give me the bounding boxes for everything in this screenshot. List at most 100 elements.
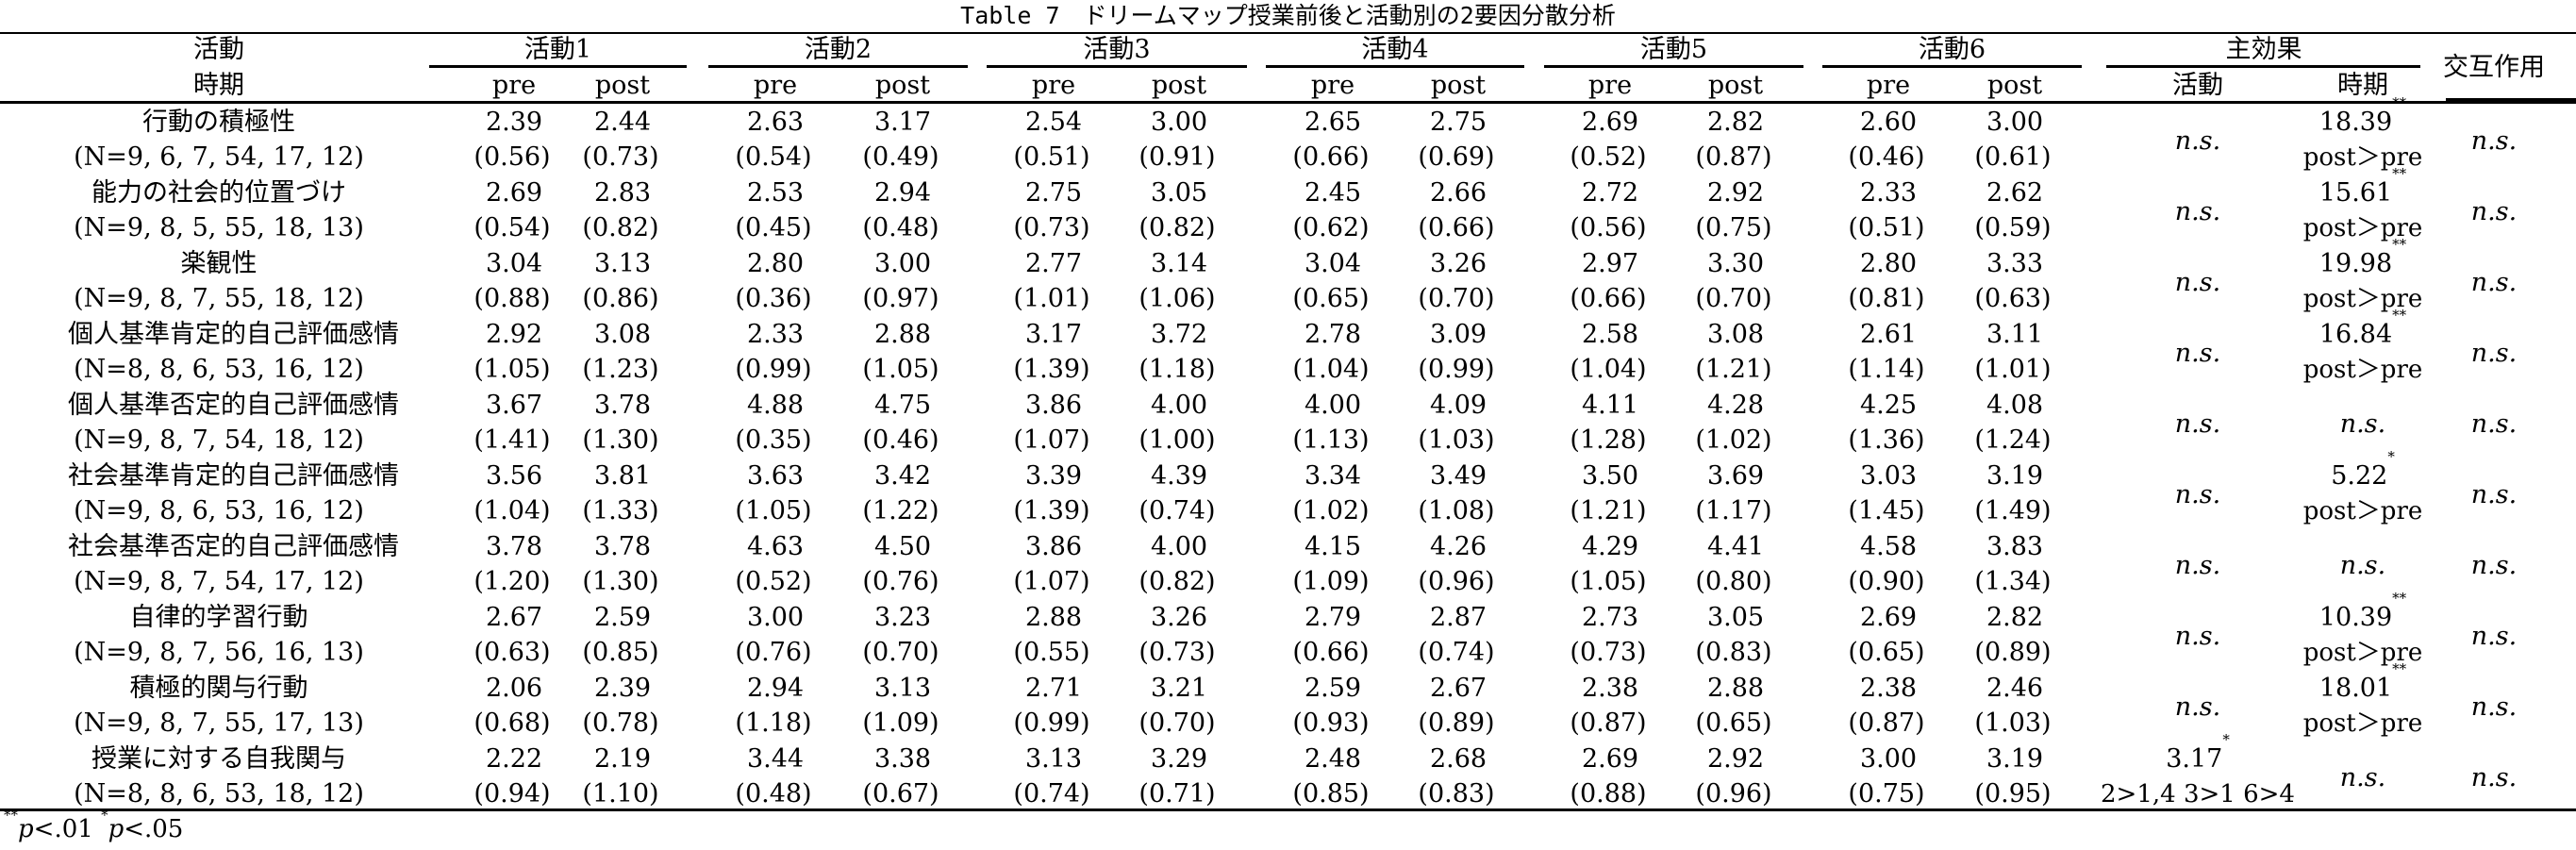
sd-post-5: (0.75) xyxy=(1695,213,1772,242)
sd-pre-5: (0.88) xyxy=(1570,779,1647,808)
interaction-effect: n.s. xyxy=(2470,551,2518,580)
mean-pre-4: 2.65 xyxy=(1304,108,1362,137)
mean-pre-3: 3.39 xyxy=(1024,461,1083,491)
sd-pre-3: (0.99) xyxy=(1013,708,1090,738)
sd-post-5: (1.02) xyxy=(1695,425,1772,455)
sd-pre-4: (0.85) xyxy=(1292,779,1370,808)
sd-pre-3: (0.51) xyxy=(1013,142,1090,172)
sd-post-1: (1.23) xyxy=(582,355,659,384)
mean-pre-3: 3.13 xyxy=(1024,744,1083,774)
mean-pre-1: 3.67 xyxy=(485,391,543,420)
mean-pre-5: 2.73 xyxy=(1581,603,1639,632)
mean-post-5: 2.82 xyxy=(1706,108,1765,137)
main-period-effect: 16.84** xyxy=(2212,308,2514,351)
main-period-effect: 15.61** xyxy=(2212,167,2514,209)
sd-post-6: (1.24) xyxy=(1974,425,2052,455)
mean-pre-4: 2.59 xyxy=(1304,674,1362,703)
main-period-effect: 10.39** xyxy=(2212,592,2514,634)
interaction-effect: n.s. xyxy=(2470,339,2518,368)
mean-post-1: 2.19 xyxy=(593,744,652,774)
sd-pre-1: (0.63) xyxy=(474,638,551,667)
header-period-label: 時期 xyxy=(193,71,244,100)
mean-post-1: 2.59 xyxy=(593,603,652,632)
mean-pre-6: 2.33 xyxy=(1859,178,1918,208)
sd-post-1: (1.30) xyxy=(582,425,659,455)
sd-pre-4: (1.09) xyxy=(1292,567,1370,596)
main-period-effect: n.s. xyxy=(2339,409,2386,439)
sd-post-2: (1.22) xyxy=(862,496,939,525)
mean-pre-1: 3.56 xyxy=(485,461,543,491)
mean-pre-1: 3.78 xyxy=(485,532,543,561)
main-activity-effect: n.s. xyxy=(2174,268,2221,297)
mean-post-3: 3.72 xyxy=(1150,320,1208,349)
mean-post-5: 2.92 xyxy=(1706,744,1765,774)
header-interaction: 交互作用 xyxy=(2443,53,2545,82)
mean-post-4: 2.66 xyxy=(1429,178,1487,208)
row-label: 社会基準否定的自己評価感情 xyxy=(68,532,399,561)
mean-pre-4: 4.15 xyxy=(1304,532,1362,561)
sd-pre-1: (1.41) xyxy=(474,425,551,455)
mean-pre-5: 2.38 xyxy=(1581,674,1639,703)
mean-post-3: 4.39 xyxy=(1150,461,1208,491)
mean-post-3: 3.05 xyxy=(1150,178,1208,208)
row-label: 行動の積極性 xyxy=(142,108,295,137)
sd-post-5: (0.80) xyxy=(1695,567,1772,596)
main-period-effect-note: post＞pre xyxy=(2302,285,2423,313)
sd-post-4: (0.83) xyxy=(1418,779,1495,808)
sd-pre-6: (0.51) xyxy=(1848,213,1925,242)
mean-post-1: 3.08 xyxy=(593,320,652,349)
main-activity-effect: n.s. xyxy=(2174,197,2221,226)
sd-post-1: (1.10) xyxy=(582,779,659,808)
mean-pre-6: 3.03 xyxy=(1859,461,1918,491)
sd-post-3: (0.71) xyxy=(1138,779,1216,808)
mean-pre-3: 3.86 xyxy=(1024,391,1083,420)
sd-post-3: (0.73) xyxy=(1138,638,1216,667)
interaction-effect: n.s. xyxy=(2470,197,2518,226)
header-pre-2: pre xyxy=(753,71,798,100)
mean-post-2: 3.38 xyxy=(873,744,932,774)
rule-activity-5 xyxy=(1544,65,1803,68)
sd-post-3: (0.91) xyxy=(1138,142,1216,172)
sd-pre-6: (0.65) xyxy=(1848,638,1925,667)
sd-post-1: (0.78) xyxy=(582,708,659,738)
mean-post-1: 3.78 xyxy=(593,391,652,420)
sd-pre-5: (0.73) xyxy=(1570,638,1647,667)
mean-post-1: 2.39 xyxy=(593,674,652,703)
mean-pre-1: 2.67 xyxy=(485,603,543,632)
mean-post-6: 3.83 xyxy=(1986,532,2044,561)
mean-pre-4: 3.34 xyxy=(1304,461,1362,491)
interaction-effect: n.s. xyxy=(2470,480,2518,509)
main-activity-effect-value: 3.17 xyxy=(2166,744,2223,774)
sd-pre-5: (0.66) xyxy=(1570,284,1647,313)
mean-pre-2: 2.53 xyxy=(746,178,805,208)
row-n: (N=9, 8, 5, 55, 18, 13) xyxy=(74,213,364,242)
header-main-period: 時期 xyxy=(2337,71,2388,100)
sd-pre-6: (1.36) xyxy=(1848,425,1925,455)
mean-post-2: 3.00 xyxy=(873,249,932,278)
sd-pre-3: (1.39) xyxy=(1013,355,1090,384)
main-period-effect: 18.01** xyxy=(2212,662,2514,705)
mean-post-4: 3.09 xyxy=(1429,320,1487,349)
sd-pre-4: (0.65) xyxy=(1292,284,1370,313)
main-activity-effect: n.s. xyxy=(2174,551,2221,580)
header-pre-1: pre xyxy=(491,71,537,100)
mean-post-4: 4.26 xyxy=(1429,532,1487,561)
sd-pre-4: (0.93) xyxy=(1292,708,1370,738)
mean-pre-1: 2.39 xyxy=(485,108,543,137)
sd-post-4: (0.69) xyxy=(1418,142,1495,172)
sd-pre-6: (0.75) xyxy=(1848,779,1925,808)
interaction-effect: n.s. xyxy=(2470,763,2518,792)
sd-post-2: (0.67) xyxy=(862,779,939,808)
sd-pre-2: (0.76) xyxy=(735,638,812,667)
mean-pre-3: 2.71 xyxy=(1024,674,1083,703)
sd-post-6: (0.89) xyxy=(1974,638,2052,667)
sd-pre-1: (1.05) xyxy=(474,355,551,384)
sd-pre-2: (0.35) xyxy=(735,425,812,455)
main-period-effect-sig: ** xyxy=(2392,660,2407,677)
rule-main-effect xyxy=(2106,65,2420,68)
mean-pre-1: 2.22 xyxy=(485,744,543,774)
sd-post-1: (1.33) xyxy=(582,496,659,525)
row-n: (N=8, 8, 6, 53, 18, 12) xyxy=(74,779,364,808)
row-n: (N=8, 8, 6, 53, 16, 12) xyxy=(74,355,364,384)
